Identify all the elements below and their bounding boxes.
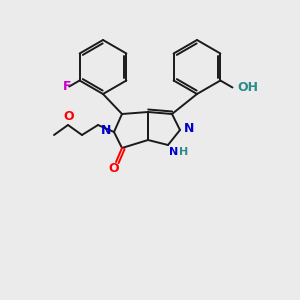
Text: H: H bbox=[179, 147, 189, 157]
Text: OH: OH bbox=[238, 81, 259, 94]
Text: O: O bbox=[109, 163, 119, 176]
Text: N: N bbox=[169, 147, 178, 157]
Text: F: F bbox=[63, 80, 71, 93]
Text: O: O bbox=[64, 110, 74, 124]
Text: N: N bbox=[101, 124, 111, 137]
Text: N: N bbox=[184, 122, 194, 136]
